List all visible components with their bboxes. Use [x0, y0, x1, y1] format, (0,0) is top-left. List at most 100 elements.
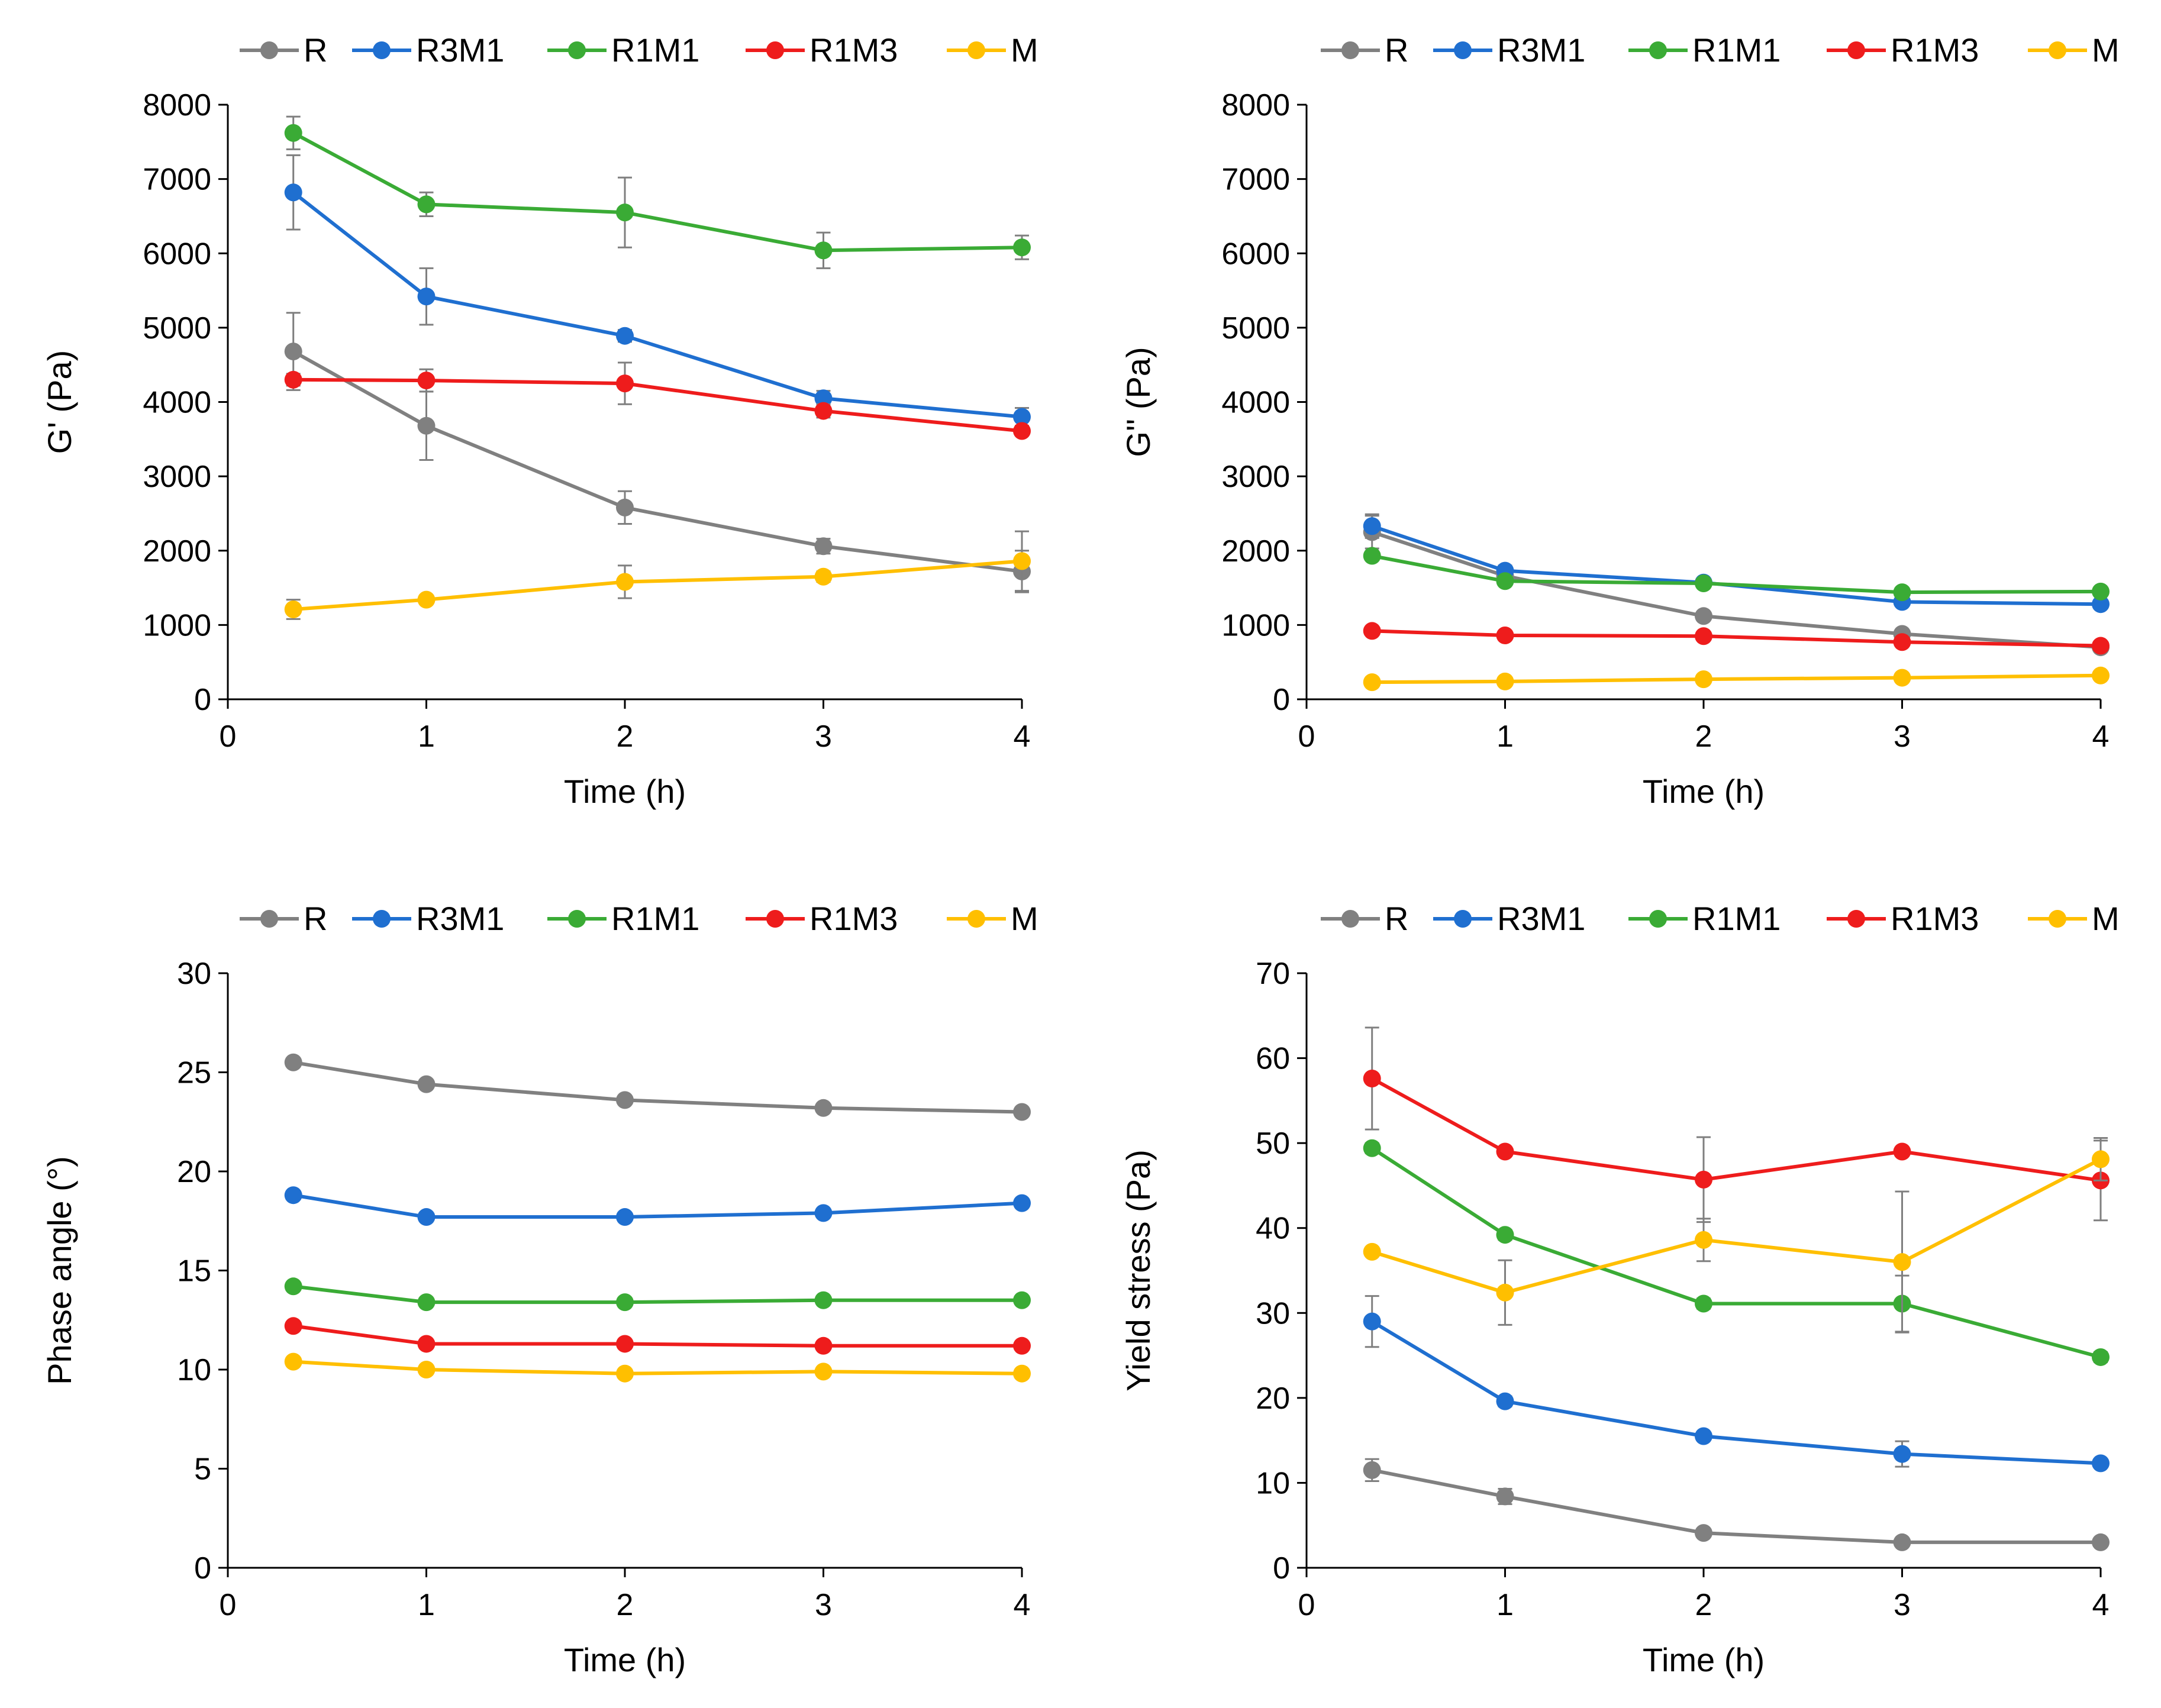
series-line-m: [293, 1360, 1023, 1376]
x-tick-label: 4: [2092, 719, 2110, 754]
legend-marker-m: [967, 910, 985, 928]
data-point-r1m1: [417, 195, 436, 214]
data-point-r3m1: [616, 1208, 634, 1226]
data-point-r: [284, 343, 302, 361]
data-point-m: [1893, 1253, 1911, 1271]
y-tick-label: 8000: [143, 88, 211, 122]
data-point-r1m1: [284, 1277, 302, 1296]
data-point-r1m3: [616, 1335, 634, 1353]
data-point-m: [2092, 666, 2110, 685]
data-point-r: [616, 1091, 634, 1109]
plot-area: 0 1000 2000 3000 4000 5000 6000 7000 8000 0 1 2 3 4: [1221, 88, 2110, 754]
y-tick-label: 5: [194, 1452, 211, 1487]
data-point-r1m3: [417, 1335, 436, 1353]
y-tick-label: 8000: [1221, 88, 1290, 122]
data-point-r1m3: [1893, 1142, 1911, 1161]
data-point-r1m1: [1496, 572, 1514, 590]
legend-label: R3M1: [416, 31, 504, 69]
legend-marker-r1m1: [568, 910, 586, 928]
panel-yield-stress: R R3M1 R1M1 R1M3 M Yield stress (Pa) Time (h…: [1120, 900, 2120, 1678]
data-point-r3m1: [1496, 1392, 1514, 1410]
legend-marker-r3m1: [1454, 41, 1472, 59]
data-point-r1m3: [1695, 1170, 1712, 1189]
y-tick-label: 3000: [1221, 460, 1290, 494]
data-point-r1m1: [1496, 1226, 1514, 1244]
data-point-r: [2092, 1533, 2110, 1551]
y-tick-label: 40: [1256, 1212, 1290, 1246]
series-line-r: [292, 350, 1023, 573]
legend-label: R: [304, 31, 327, 69]
legend-label: R3M1: [416, 900, 504, 937]
data-point-r3m1: [1363, 1312, 1381, 1331]
y-tick-label: 20: [177, 1155, 211, 1189]
data-point-r3m1: [2092, 1454, 2110, 1473]
legend-marker-r: [1341, 41, 1359, 59]
series-line-m: [1371, 1157, 2102, 1294]
x-axis-label: Time (h): [564, 1641, 686, 1678]
data-point-r1m1: [2092, 582, 2110, 600]
y-tick-label: 3000: [143, 460, 211, 494]
data-point-r1m1: [1363, 547, 1381, 565]
series-line-r: [1372, 1468, 2101, 1544]
legend-label: R3M1: [1497, 900, 1585, 937]
data-point-r: [1013, 1103, 1031, 1121]
data-point-r1m3: [814, 402, 833, 420]
data-point-r1m1: [616, 204, 634, 222]
data-point-r3m1: [1013, 1194, 1031, 1212]
data-point-m: [2092, 1150, 2110, 1168]
plot-area: 0 5 10 15 20 25 30 0 1 2 3 4: [177, 957, 1031, 1622]
y-tick-label: 20: [1256, 1381, 1290, 1416]
y-tick-label: 1000: [1221, 608, 1290, 642]
y-tick-label: 10: [177, 1353, 211, 1387]
data-point-r: [1695, 1524, 1712, 1542]
x-tick-label: 1: [1496, 1588, 1514, 1622]
y-tick-label: 2000: [1221, 534, 1290, 569]
x-tick-label: 2: [617, 1588, 634, 1622]
legend-marker-m: [967, 41, 985, 59]
data-point-r1m3: [2092, 637, 2110, 655]
data-point-r1m3: [1695, 627, 1712, 645]
data-point-r1m1: [417, 1293, 436, 1312]
data-point-m: [1893, 669, 1911, 687]
x-tick-label: 1: [1496, 719, 1514, 754]
data-point-r1m1: [814, 241, 833, 260]
data-point-r: [814, 537, 833, 556]
legend-label: R3M1: [1497, 31, 1585, 69]
data-point-r3m1: [1893, 1445, 1911, 1463]
x-tick-label: 4: [1014, 719, 1031, 754]
series-line-r1m1: [292, 131, 1023, 253]
y-tick-label: 50: [1256, 1126, 1290, 1161]
data-point-m: [1496, 1283, 1514, 1302]
y-tick-label: 5000: [143, 311, 211, 346]
data-point-r1m3: [1013, 422, 1031, 440]
data-point-r1m1: [1013, 238, 1031, 257]
y-axis-label: Phase angle (°): [41, 1156, 78, 1385]
series-line-r1m3: [1371, 1077, 2101, 1183]
data-point-r3m1: [284, 1186, 302, 1205]
data-point-m: [1363, 673, 1381, 692]
legend-marker-r1m1: [1649, 41, 1667, 59]
data-point-r3m1: [814, 1204, 833, 1222]
x-tick-label: 1: [418, 719, 435, 754]
data-point-r1m1: [616, 1293, 634, 1312]
data-point-r: [1893, 1533, 1911, 1551]
x-tick-label: 1: [418, 1588, 435, 1622]
data-point-m: [814, 1362, 833, 1381]
data-point-r1m1: [1893, 583, 1911, 602]
data-point-r1m1: [1363, 1139, 1381, 1157]
data-point-m: [284, 600, 302, 618]
data-point-m: [284, 1352, 302, 1371]
data-point-r1m3: [284, 370, 302, 389]
y-tick-label: 0: [194, 1551, 211, 1586]
y-tick-label: 4000: [143, 386, 211, 420]
y-axis-label: G'' (Pa): [1120, 347, 1157, 457]
legend-marker-m: [2049, 41, 2066, 59]
data-point-r1m3: [1893, 633, 1911, 651]
legend-label: R: [1385, 31, 1408, 69]
legend-marker-r: [260, 41, 278, 59]
data-point-m: [417, 1361, 436, 1378]
legend-marker-r1m1: [1649, 910, 1667, 928]
x-tick-label: 0: [1298, 1588, 1315, 1622]
legend-label: R1M1: [611, 900, 699, 937]
data-point-r: [1496, 1487, 1514, 1506]
